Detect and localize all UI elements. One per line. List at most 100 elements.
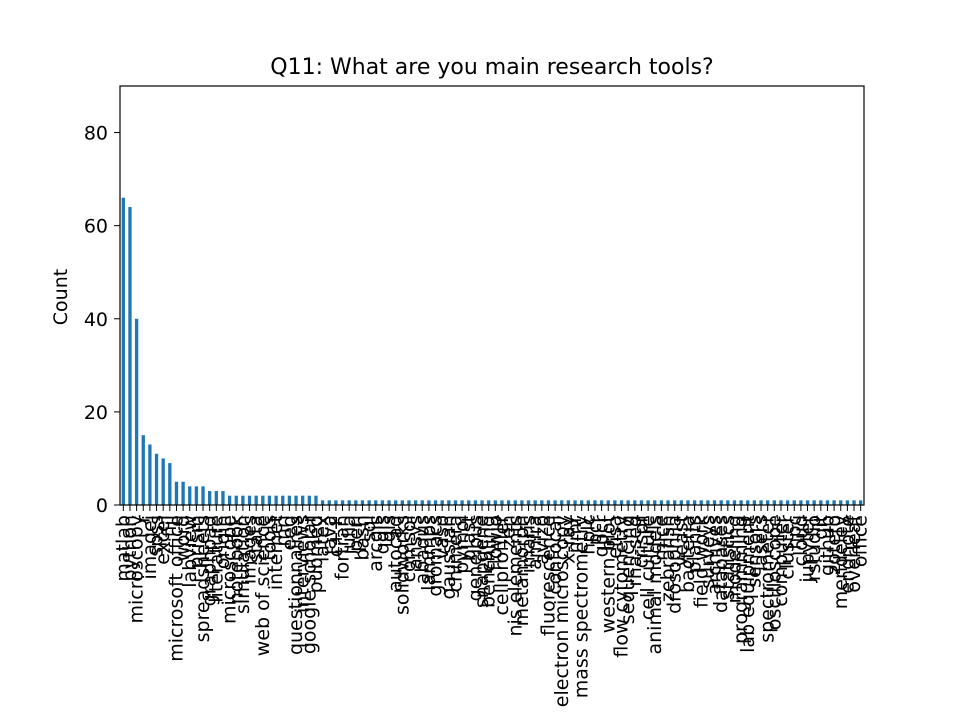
- x-tick-label: simulation: [232, 515, 254, 614]
- bar: [692, 500, 697, 505]
- x-tick-label: git: [810, 515, 832, 540]
- y-tick-label: 60: [84, 216, 108, 238]
- bar: [427, 500, 431, 505]
- x-tick-label: yeast: [670, 515, 692, 567]
- bar: [467, 500, 471, 505]
- y-axis-ticks: 0 20 40 60 80: [84, 123, 120, 517]
- x-tick-label: geneious: [464, 515, 486, 601]
- bar: [301, 495, 305, 505]
- bar: [307, 495, 311, 505]
- bar: [194, 486, 199, 505]
- bar: [619, 500, 624, 505]
- x-tick-label: crispr: [630, 515, 652, 568]
- bar: [168, 463, 172, 505]
- bar: [281, 495, 285, 505]
- y-tick-label: 0: [96, 495, 108, 517]
- x-tick-label: fluorescence: [537, 515, 559, 636]
- x-axis-ticks: matlabpythonmicroscopyrimagejspssexcelfi…: [112, 505, 872, 707]
- bar: [805, 500, 810, 505]
- x-tick-label: matlab: [112, 515, 134, 582]
- x-tick-label: rstudio: [803, 515, 825, 581]
- bar: [181, 481, 185, 505]
- bar: [234, 495, 238, 505]
- x-tick-label: prism: [185, 515, 207, 569]
- bar: [254, 495, 258, 505]
- bar: [666, 500, 670, 505]
- x-tick-label: r: [132, 515, 154, 523]
- bar: [320, 500, 325, 505]
- bar: [334, 500, 338, 505]
- bar: [294, 495, 298, 505]
- x-tick-label: rna-seq: [624, 515, 646, 587]
- x-tick-label: images: [239, 515, 261, 584]
- bar: [433, 500, 438, 505]
- bar: [148, 444, 152, 505]
- x-tick-label: abaqus: [411, 515, 433, 584]
- x-tick-label: notebook: [225, 515, 247, 604]
- bar: [553, 500, 557, 505]
- bar: [394, 500, 398, 505]
- x-tick-label: arcgis: [365, 515, 387, 572]
- x-tick-label: overleaf: [843, 514, 865, 593]
- bar: [387, 500, 391, 505]
- x-tick-label: word: [172, 515, 194, 562]
- x-tick-label: mass spectrometry: [571, 515, 593, 698]
- bar: [839, 500, 843, 505]
- bar: [706, 500, 710, 505]
- bar: [261, 495, 265, 505]
- bar: [573, 500, 577, 505]
- x-tick-label: qgis: [371, 515, 393, 554]
- bar: [852, 500, 856, 505]
- x-tick-label: latex: [312, 515, 334, 562]
- bar: [639, 500, 644, 505]
- bar: [420, 500, 424, 505]
- x-tick-label: pubmed: [305, 515, 327, 593]
- bar: [121, 197, 125, 505]
- bar: [174, 481, 179, 505]
- chart-title: Q11: What are you main research tools?: [270, 55, 713, 80]
- bar: [646, 500, 650, 505]
- bar: [613, 500, 617, 505]
- x-tick-label: pcr: [584, 515, 606, 546]
- bar: [599, 500, 604, 505]
- x-tick-label: animal models: [644, 515, 666, 655]
- bar: [128, 207, 132, 506]
- x-tick-label: bash: [351, 515, 373, 561]
- bar: [267, 495, 272, 505]
- x-tick-label: jupyter: [797, 515, 819, 584]
- bar: [188, 486, 192, 505]
- x-tick-label: plants: [684, 515, 706, 573]
- bar: [413, 500, 418, 505]
- x-tick-label: programming: [730, 515, 752, 644]
- bar: [679, 500, 683, 505]
- bar: [726, 500, 730, 505]
- y-tick-label: 40: [84, 309, 108, 331]
- x-tick-label: origin: [212, 515, 234, 569]
- bar: [739, 500, 743, 505]
- bar: [832, 500, 836, 505]
- x-tick-label: zebrafish: [657, 515, 679, 602]
- bar: [453, 500, 458, 505]
- x-tick-label: statistics: [717, 515, 739, 600]
- x-tick-label: microsoft office: [165, 515, 187, 662]
- bar: [633, 500, 637, 505]
- bar: [586, 500, 590, 505]
- x-tick-label: databases: [710, 515, 732, 613]
- x-tick-label: solidworks: [391, 515, 413, 615]
- x-tick-label: mice: [650, 515, 672, 561]
- x-tick-label: imagej: [139, 515, 161, 579]
- bar: [473, 500, 478, 505]
- x-tick-label: questionnaires: [285, 515, 307, 655]
- x-tick-label: sequencing: [617, 515, 639, 624]
- x-tick-label: cellprofiler: [491, 515, 513, 616]
- bar: [779, 500, 783, 505]
- bar: [493, 500, 497, 505]
- bar: [201, 486, 205, 505]
- x-tick-label: spectrometer: [757, 515, 779, 643]
- bar: [221, 491, 225, 505]
- x-tick-label: cloud: [790, 515, 812, 566]
- x-tick-label: julia: [338, 515, 360, 556]
- x-tick-label: microscope: [219, 515, 241, 624]
- bar: [340, 500, 345, 505]
- x-tick-label: blast: [458, 515, 480, 561]
